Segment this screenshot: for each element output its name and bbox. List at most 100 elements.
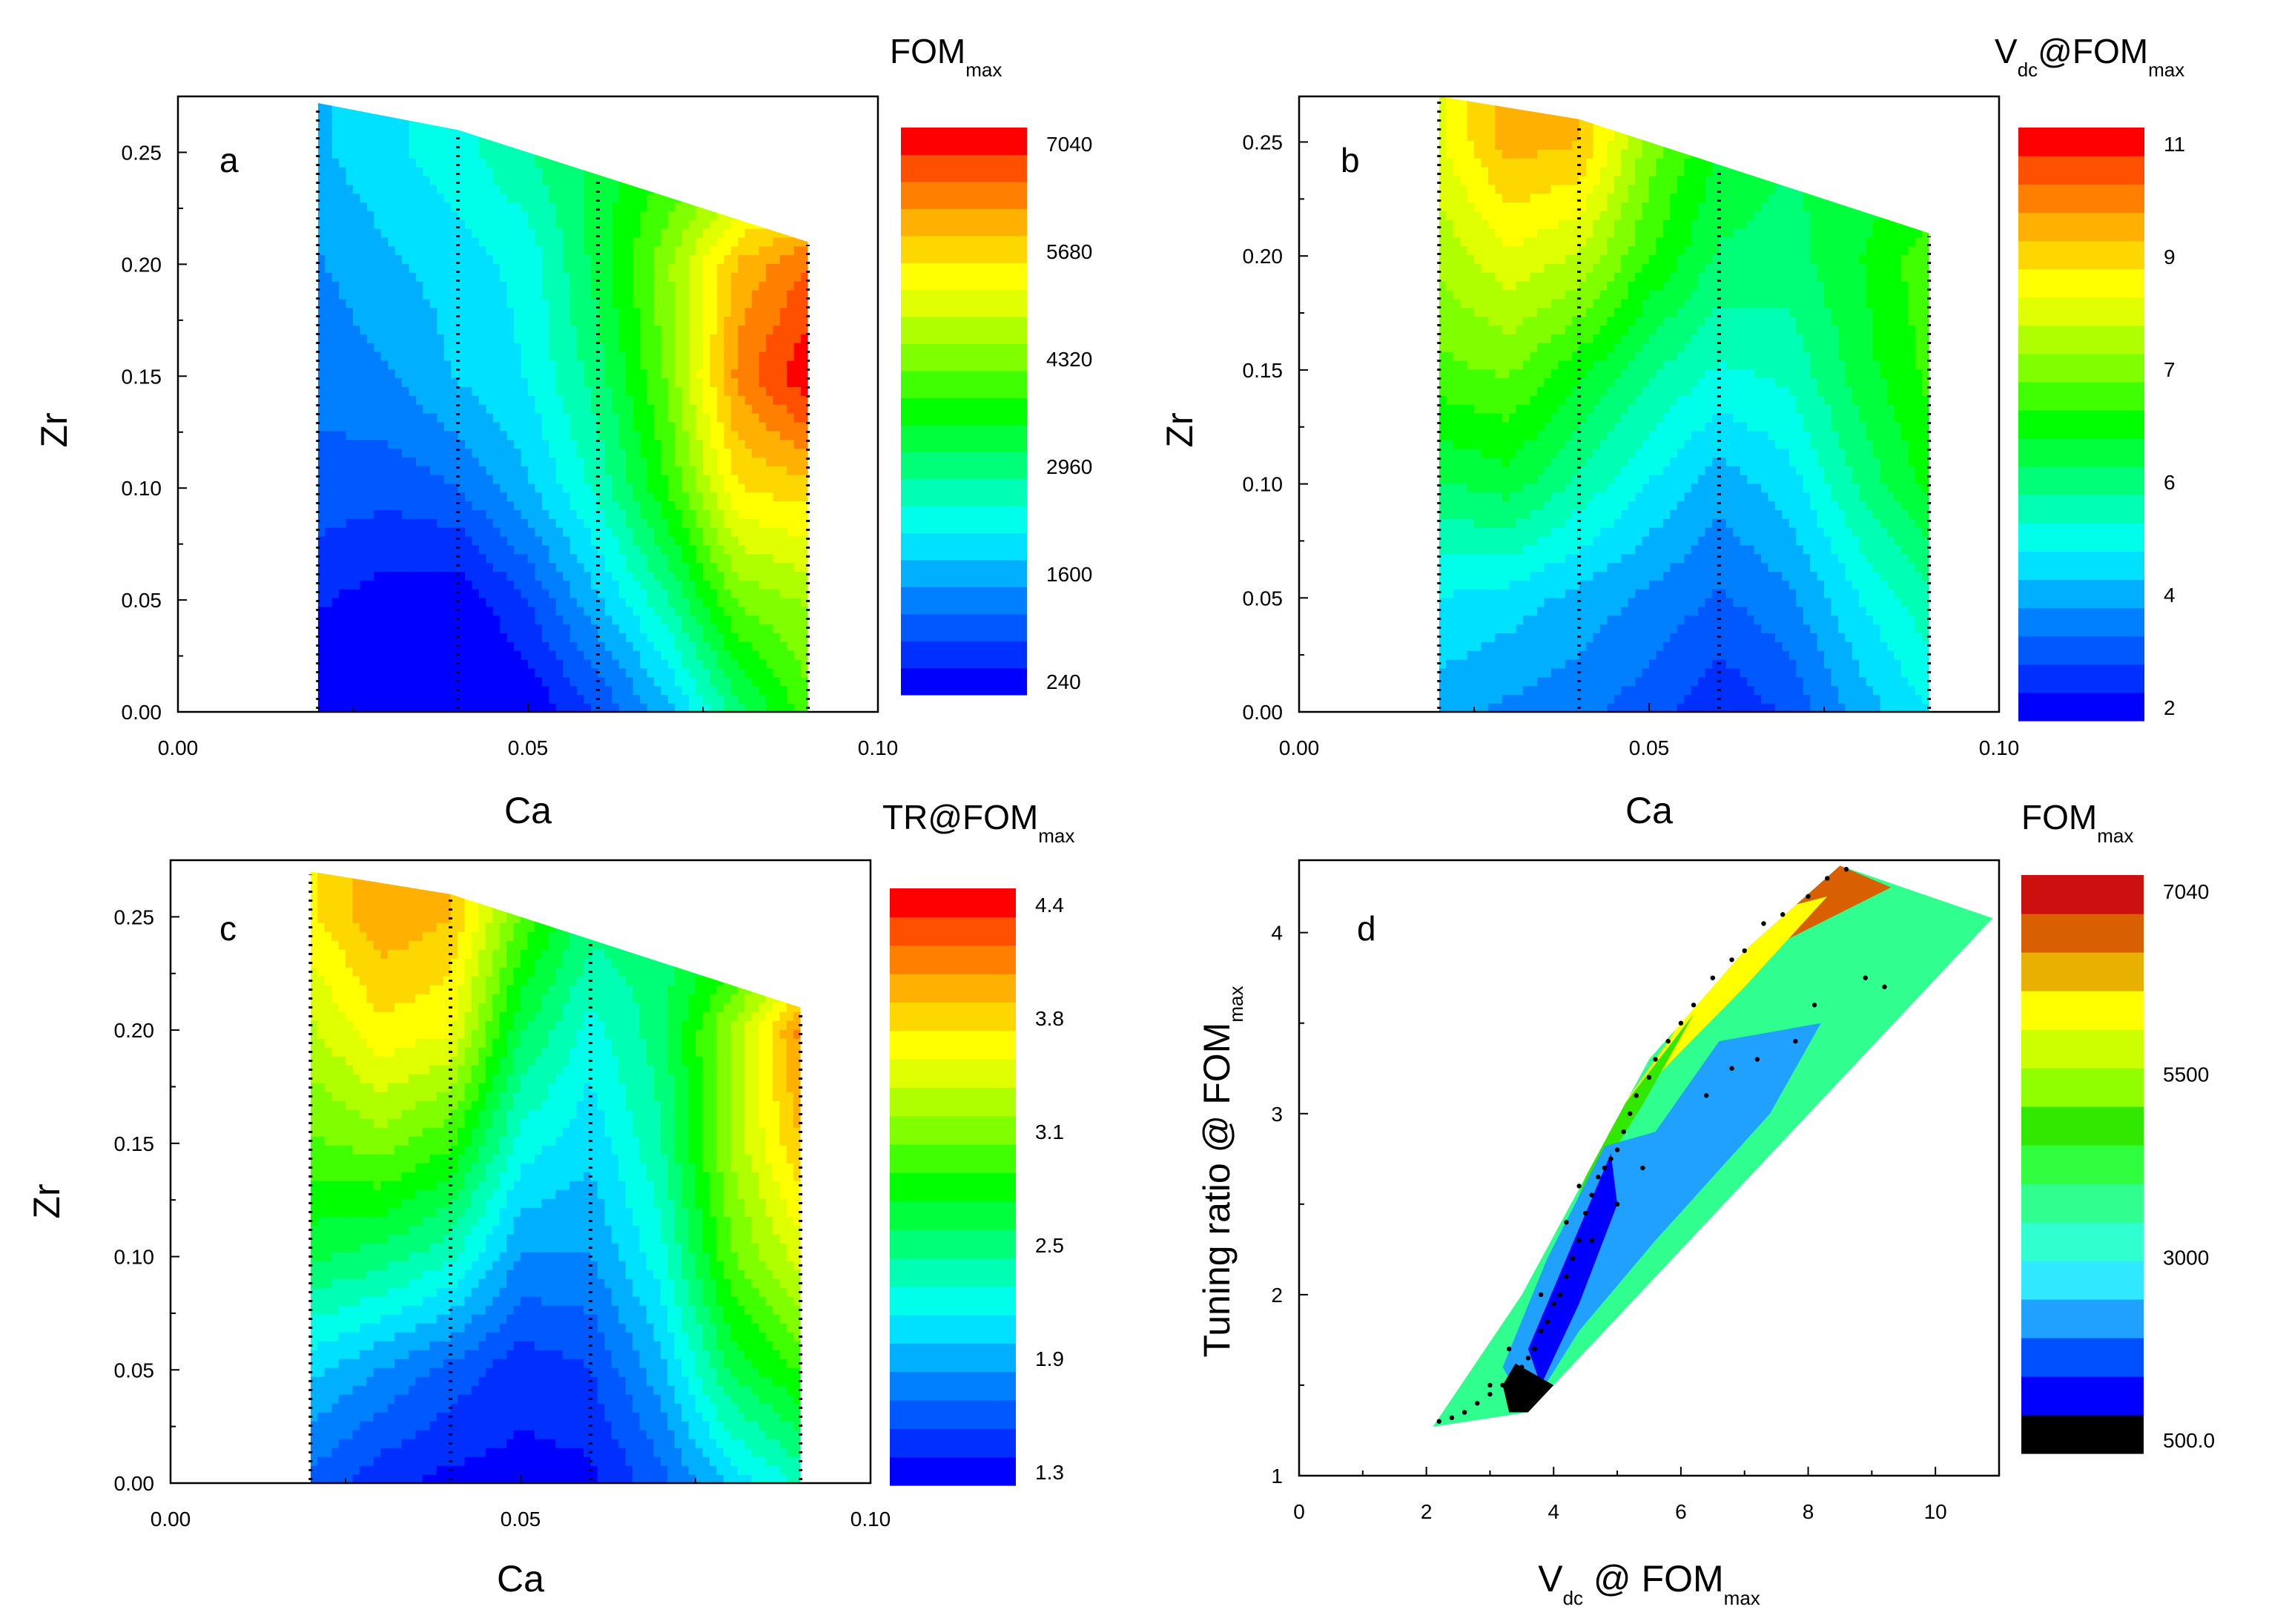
panel-a-field-cell	[759, 466, 767, 475]
panel-a-field-cell	[549, 474, 557, 484]
panel-a-field-cell	[703, 113, 711, 124]
panel-a-field-cell	[696, 483, 704, 493]
panel-a-field-cell	[423, 360, 431, 370]
panel-a-field-cell	[402, 298, 410, 308]
panel-a-field-cell	[724, 606, 732, 616]
panel-a-field-cell	[521, 307, 529, 317]
panel-a-field-cell	[346, 580, 354, 590]
panel-a-field-cell	[801, 633, 808, 642]
panel-a-field-cell	[402, 316, 410, 326]
panel-a-field-cell	[339, 544, 347, 555]
panel-a-field-cell	[647, 298, 655, 308]
panel-a-field-cell	[703, 386, 711, 396]
panel-a-field-cell	[598, 571, 606, 581]
panel-a-field-cell	[577, 448, 585, 458]
panel-a-field-cell	[402, 343, 410, 352]
panel-a-field-cell	[415, 571, 424, 581]
panel-a-field-cell	[514, 343, 522, 352]
panel-a-field-cell	[612, 184, 620, 194]
panel-a-field-cell	[590, 457, 599, 466]
panel-a-field-cell	[331, 535, 340, 546]
panel-a-field-cell	[492, 351, 501, 361]
panel-a-field-cell	[374, 281, 382, 291]
panel-a-field-cell	[681, 334, 690, 343]
panel-a-field-cell	[661, 272, 669, 282]
panel-a-field-cell	[779, 597, 787, 607]
panel-a-field-cell	[598, 694, 606, 704]
panel-a-field-cell	[703, 448, 711, 458]
panel-a-field-cell	[339, 633, 347, 642]
panel-a-field-cell	[787, 158, 795, 168]
panel-a-field-cell	[759, 457, 767, 466]
panel-a-field-cell	[618, 667, 627, 678]
panel-a-field-cell	[618, 166, 627, 176]
panel-a-field-cell	[696, 343, 704, 352]
panel-a-field-cell	[317, 606, 326, 616]
panel-a-field-cell	[681, 272, 690, 282]
panel-a-field-cell	[801, 377, 808, 387]
panel-a-field-cell	[409, 589, 417, 598]
panel-a-field-cell	[604, 562, 612, 572]
panel-a-field-cell	[598, 658, 606, 669]
panel-a-field-cell	[437, 615, 445, 625]
panel-a-field-cell	[604, 676, 612, 687]
panel-a-field-cell	[514, 439, 522, 449]
panel-a-field-cell	[451, 685, 459, 695]
panel-a-field-cell	[402, 211, 410, 220]
panel-a-field-cell	[716, 307, 725, 317]
panel-a-field-cell	[541, 667, 550, 678]
panel-a-field-cell	[451, 131, 459, 141]
panel-a-field-cell	[555, 325, 564, 334]
panel-a-field-cell	[661, 131, 669, 141]
panel-a-field-cell	[773, 685, 781, 695]
panel-a-field-cell	[514, 175, 522, 185]
panel-a-field-cell	[402, 307, 410, 317]
panel-a-field-cell	[458, 633, 466, 642]
panel-a-field-cell	[402, 237, 410, 247]
panel-a-field-cell	[437, 589, 445, 598]
panel-a-field-cell	[584, 676, 592, 687]
panel-a-field-cell	[738, 272, 746, 282]
panel-a-field-cell	[465, 325, 473, 334]
panel-a-field-cell	[773, 105, 781, 115]
panel-a-field-cell	[451, 412, 459, 423]
panel-a-field-cell	[744, 360, 753, 370]
panel-a-field-cell	[604, 492, 612, 502]
panel-a-field-cell	[681, 562, 690, 572]
panel-a-field-cell	[331, 544, 340, 555]
panel-a-field-cell	[738, 703, 746, 712]
panel-a-field-cell	[632, 439, 641, 449]
panel-a-field-cell	[451, 535, 459, 546]
panel-a-field-cell	[528, 122, 536, 133]
panel-a-field-cell	[506, 175, 515, 185]
panel-a-field-cell	[681, 606, 690, 616]
panel-a-field-cell	[626, 466, 634, 475]
panel-a-field-cell	[604, 202, 612, 211]
panel-a-field-cell	[661, 103, 669, 106]
panel-a-field-cell	[500, 211, 508, 220]
panel-a-field-cell	[653, 457, 662, 466]
panel-a-field-cell	[752, 571, 760, 581]
panel-a-field-cell	[759, 131, 767, 141]
panel-a-field-cell	[626, 448, 634, 458]
panel-a-field-cell	[759, 228, 767, 238]
panel-a-field-cell	[437, 131, 445, 141]
panel-a-field-cell	[667, 474, 676, 484]
panel-a-field-cell	[514, 466, 522, 475]
panel-a-field-cell	[429, 149, 437, 159]
panel-a-field-cell	[604, 298, 612, 308]
panel-a-field-cell	[696, 527, 704, 537]
panel-a-field-cell	[590, 474, 599, 484]
panel-a-field-cell	[653, 360, 662, 370]
panel-a-field-cell	[555, 289, 564, 300]
panel-a-field-cell	[535, 518, 543, 528]
panel-a-field-cell	[730, 211, 739, 220]
panel-a-field-cell	[759, 553, 767, 564]
panel-a-field-cell	[598, 334, 606, 343]
panel-a-field-cell	[394, 624, 403, 633]
panel-a-field-cell	[492, 325, 501, 334]
panel-a-field-cell	[437, 501, 445, 510]
panel-a-field-cell	[339, 122, 347, 133]
panel-a-field-cell	[331, 103, 340, 106]
panel-a-field-cell	[388, 527, 396, 537]
